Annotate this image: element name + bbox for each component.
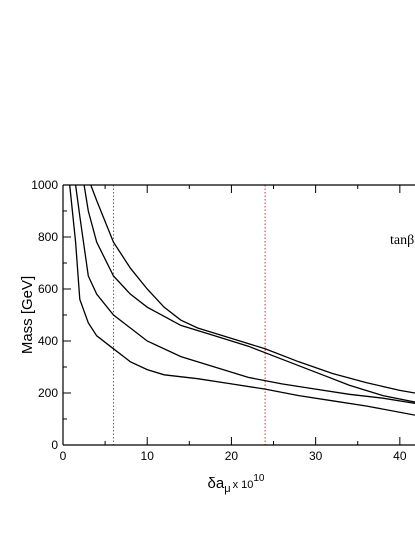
x-axis-label: δaμ x 1010 (208, 473, 265, 495)
curve (69, 184, 415, 416)
x-label-sub: μ (224, 483, 230, 495)
y-tick-label: 400 (38, 334, 58, 348)
y-tick-label: 1000 (31, 178, 58, 192)
annotation: tanβ (390, 233, 414, 248)
curve (74, 184, 415, 405)
x-label-main: δa (208, 475, 225, 492)
y-tick-label: 200 (38, 386, 58, 400)
y-tick-label: 800 (38, 230, 58, 244)
y-axis-label: Mass [GeV] (19, 276, 36, 354)
x-label-sup: 10 (253, 473, 265, 484)
curve (90, 184, 415, 394)
curve (83, 184, 415, 403)
x-tick-label: 20 (225, 449, 239, 463)
x-tick-label: 40 (393, 449, 407, 463)
x-tick-label: 0 (60, 449, 67, 463)
y-tick-label: 0 (51, 438, 58, 452)
x-tick-label: 10 (141, 449, 155, 463)
x-label-times: x 10 (233, 479, 254, 491)
y-tick-label: 600 (38, 282, 58, 296)
x-tick-label: 30 (309, 449, 323, 463)
